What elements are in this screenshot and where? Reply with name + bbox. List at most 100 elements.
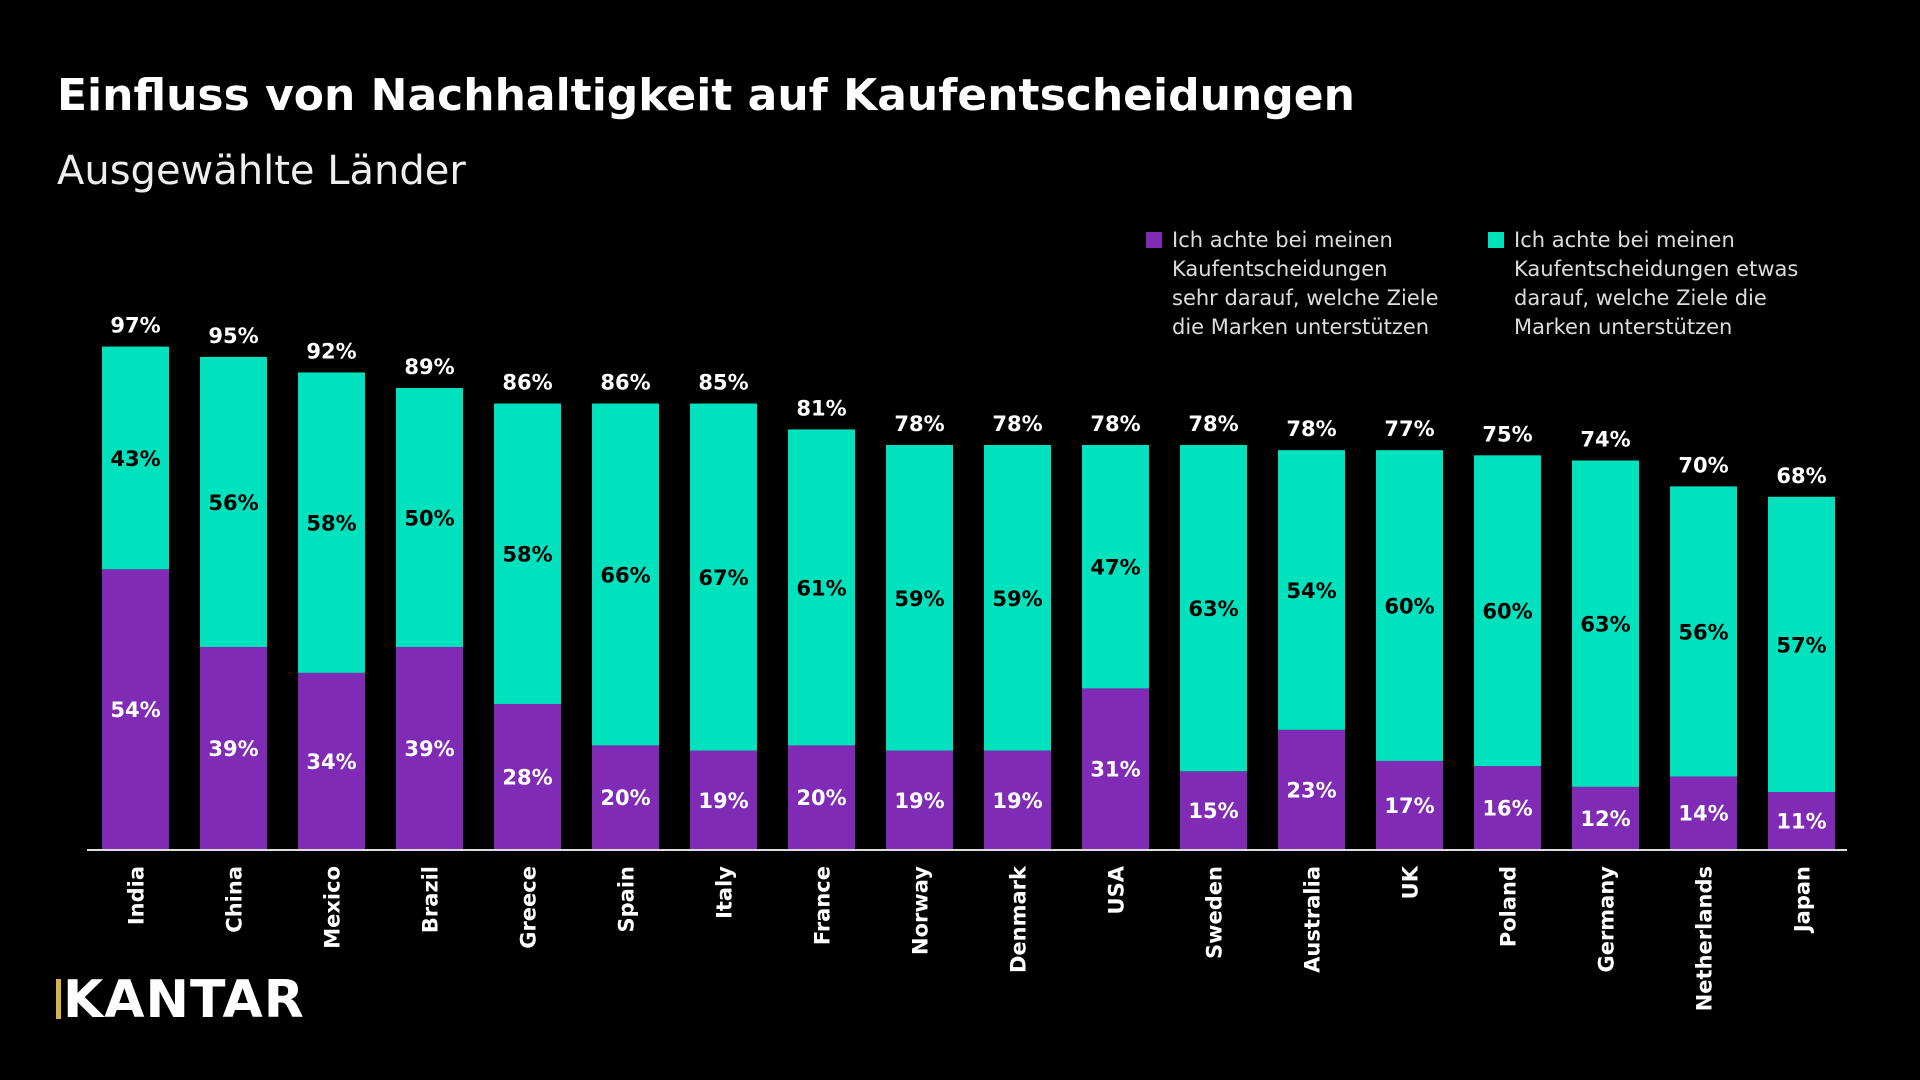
data-label: 60% [1384, 595, 1434, 619]
bar-segment-etwas [102, 346, 169, 570]
category-label: Sweden [1203, 866, 1227, 959]
bar-segment-etwas [690, 403, 757, 751]
data-label: 11% [1776, 810, 1826, 834]
bar-segment-etwas [298, 372, 365, 673]
data-label: 31% [1090, 758, 1140, 782]
data-label: 57% [1776, 633, 1826, 657]
data-label: 39% [404, 737, 454, 761]
category-label: Netherlands [1693, 866, 1717, 1011]
bar-segment-etwas [396, 387, 463, 647]
data-label: 54% [110, 698, 160, 722]
bar-segment-etwas [1180, 444, 1247, 772]
bar-segment-etwas [494, 403, 561, 704]
data-label: 58% [502, 543, 552, 567]
total-label: 68% [1776, 464, 1826, 488]
legend-label: Ich achte bei meinen Kaufentscheidungen … [1514, 228, 1799, 339]
bar-segment-sehr [690, 750, 757, 849]
data-label: 50% [404, 506, 454, 530]
total-label: 81% [796, 396, 846, 420]
bar-segment-etwas [1474, 455, 1541, 767]
legend-item-sehr: Ich achte bei meinen Kaufentscheidungen … [1146, 226, 1439, 342]
total-label: 86% [502, 371, 552, 395]
total-label: 78% [1188, 412, 1238, 436]
category-label: Japan [1791, 866, 1815, 934]
data-label: 34% [306, 750, 356, 774]
category-label: China [223, 866, 247, 933]
category-label: USA [1105, 865, 1129, 914]
total-label: 86% [600, 371, 650, 395]
data-label: 20% [796, 786, 846, 810]
kantar-logo: KANTAR [56, 970, 305, 1030]
bar-segment-sehr [1768, 792, 1835, 849]
total-label: 78% [992, 412, 1042, 436]
total-label: 97% [110, 314, 160, 338]
total-label: 92% [306, 339, 356, 363]
bar-segment-etwas [1082, 444, 1149, 689]
data-label: 19% [894, 789, 944, 813]
logo-text: KANTAR [63, 970, 305, 1030]
bar-segment-etwas [1376, 450, 1443, 761]
total-label: 78% [894, 412, 944, 436]
total-label: 89% [404, 355, 454, 379]
chart-title: Einfluss von Nachhaltigkeit auf Kaufents… [57, 70, 1355, 121]
bar-segment-sehr [592, 745, 659, 849]
total-label: 77% [1384, 417, 1434, 441]
bar-segment-sehr [1180, 771, 1247, 849]
data-label: 66% [600, 563, 650, 587]
data-label: 58% [306, 512, 356, 536]
bar-segment-sehr [1670, 776, 1737, 849]
data-label: 56% [208, 491, 258, 515]
data-label: 54% [1286, 579, 1336, 603]
data-label: 19% [698, 789, 748, 813]
legend-label: Ich achte bei meinen Kaufentscheidungen … [1172, 228, 1439, 339]
bar-segment-sehr [886, 750, 953, 849]
data-label: 59% [894, 587, 944, 611]
bar-segment-etwas [1670, 486, 1737, 777]
bar-segment-sehr [102, 569, 169, 849]
total-label: 78% [1286, 417, 1336, 441]
data-label: 14% [1678, 802, 1728, 826]
category-label: France [811, 866, 835, 945]
bar-segment-sehr [298, 672, 365, 849]
legend-item-etwas: Ich achte bei meinen Kaufentscheidungen … [1488, 226, 1798, 342]
category-label: Greece [517, 866, 541, 949]
chart-subtitle: Ausgewählte Länder [57, 148, 466, 194]
data-label: 17% [1384, 794, 1434, 818]
bar-segment-sehr [1474, 766, 1541, 849]
bar-segment-etwas [1278, 450, 1345, 730]
bar-segment-sehr [200, 646, 267, 849]
data-label: 39% [208, 737, 258, 761]
category-label: India [125, 866, 149, 925]
bar-segment-etwas [886, 444, 953, 751]
data-label: 63% [1188, 597, 1238, 621]
category-label: Poland [1497, 866, 1521, 947]
bar-segment-sehr [396, 646, 463, 849]
data-label: 47% [1090, 556, 1140, 580]
data-label: 60% [1482, 600, 1532, 624]
data-label: 28% [502, 765, 552, 789]
bar-segment-etwas [984, 444, 1051, 751]
bar-segment-sehr [1376, 760, 1443, 849]
data-label: 59% [992, 587, 1042, 611]
bar-segment-sehr [494, 703, 561, 849]
total-label: 85% [698, 371, 748, 395]
data-label: 15% [1188, 799, 1238, 823]
category-label: Norway [909, 866, 933, 955]
bar-segment-sehr [788, 745, 855, 849]
data-label: 63% [1580, 613, 1630, 637]
legend-swatch-teal [1488, 232, 1504, 248]
data-label: 12% [1580, 807, 1630, 831]
data-label: 20% [600, 786, 650, 810]
category-label: Mexico [321, 866, 345, 949]
bar-segment-etwas [788, 429, 855, 746]
category-label: Australia [1301, 866, 1325, 973]
data-label: 67% [698, 566, 748, 590]
bar-segment-sehr [1572, 786, 1639, 849]
data-label: 61% [796, 576, 846, 600]
bar-segment-etwas [592, 403, 659, 746]
data-label: 56% [1678, 620, 1728, 644]
data-label: 43% [110, 447, 160, 471]
total-label: 78% [1090, 412, 1140, 436]
bar-segment-sehr [984, 750, 1051, 849]
